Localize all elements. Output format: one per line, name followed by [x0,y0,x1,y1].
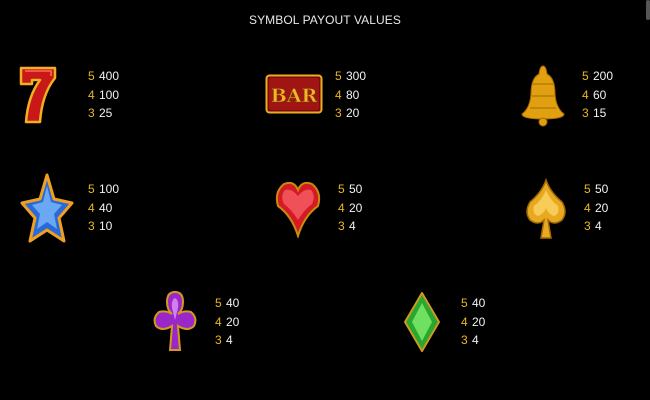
symbol-count: 4 [88,200,95,215]
payout-value: 100 [99,87,120,102]
payout-value: 20 [346,106,360,121]
payout-row: 5 50 [338,180,362,199]
payout-row: 4 60 [582,86,613,105]
symbol-count: 4 [215,314,222,329]
payout-row: 5 200 [582,67,613,86]
payout-list-seven: 5 400 4 100 3 25 [88,67,119,123]
payout-row: 4 40 [88,199,119,218]
payout-row: 4 20 [215,313,239,332]
symbol-count: 4 [338,200,345,215]
payout-row: 4 100 [88,86,119,105]
symbol-count: 4 [582,87,589,102]
payout-row: 5 300 [335,67,366,86]
payout-value: 4 [472,333,479,348]
lucky-seven-icon [19,66,57,124]
payout-value: 4 [349,219,356,234]
payout-value: 20 [349,200,363,215]
payout-value: 40 [472,296,486,310]
scrollbar[interactable] [646,0,650,20]
payout-value: 4 [226,333,233,348]
symbol-count: 5 [88,182,95,196]
symbol-count: 4 [335,87,342,102]
payout-value: 20 [226,314,240,329]
symbol-count: 5 [461,296,468,310]
payout-value: 400 [99,69,120,83]
payout-value: 15 [593,106,607,121]
star-icon [20,173,74,243]
symbol-count: 3 [215,333,222,348]
symbol-count: 5 [584,182,591,196]
payout-value: 50 [349,182,363,196]
symbol-count: 5 [582,69,589,83]
payout-row: 3 10 [88,217,119,236]
payout-row: 5 40 [215,294,239,313]
payout-value: 80 [346,87,360,102]
payout-row: 3 15 [582,104,613,123]
payout-row: 4 20 [584,199,608,218]
symbol-count: 3 [88,219,95,234]
symbol-count: 5 [215,296,222,310]
page-title: SYMBOL PAYOUT VALUES [248,13,402,27]
payout-value: 20 [472,314,486,329]
payout-value: 4 [595,219,602,234]
symbol-count: 4 [461,314,468,329]
payout-value: 60 [593,87,607,102]
heart-icon [275,181,321,238]
payout-value: 100 [99,182,120,196]
payout-row: 5 100 [88,180,119,199]
payout-value: 40 [99,200,113,215]
symbol-count: 3 [335,106,342,121]
payout-row: 4 20 [461,313,485,332]
payout-value: 20 [595,200,609,215]
payout-row: 5 50 [584,180,608,199]
symbol-count: 5 [338,182,345,196]
payout-value: 40 [226,296,240,310]
symbol-count: 5 [88,69,95,83]
payout-list-bell: 5 200 4 60 3 15 [582,67,613,123]
club-icon [153,290,197,351]
symbol-count: 3 [338,219,345,234]
payout-value: 25 [99,106,113,121]
symbol-count: 5 [335,69,342,83]
symbol-count: 4 [88,87,95,102]
payout-row: 5 400 [88,67,119,86]
bar-label: BAR [271,85,318,107]
payout-row: 3 20 [335,104,366,123]
payout-row: 4 20 [338,199,362,218]
bell-icon [521,65,565,127]
symbol-count: 4 [584,200,591,215]
spade-icon [526,178,566,239]
symbol-count: 3 [461,333,468,348]
payout-value: 10 [99,219,113,234]
diamond-icon [404,292,440,352]
symbol-count: 3 [582,106,589,121]
bar-icon: BAR [265,74,323,114]
payout-row: 5 40 [461,294,485,313]
symbol-count: 3 [584,219,591,234]
payout-row: 4 80 [335,86,366,105]
payout-list-bar: 5 300 4 80 3 20 [335,67,366,123]
payout-value: 200 [593,69,614,83]
payout-value: 300 [346,69,367,83]
payout-value: 50 [595,182,609,196]
symbol-count: 3 [88,106,95,121]
payout-row: 3 25 [88,104,119,123]
payout-list-star: 5 100 4 40 3 10 [88,180,119,236]
